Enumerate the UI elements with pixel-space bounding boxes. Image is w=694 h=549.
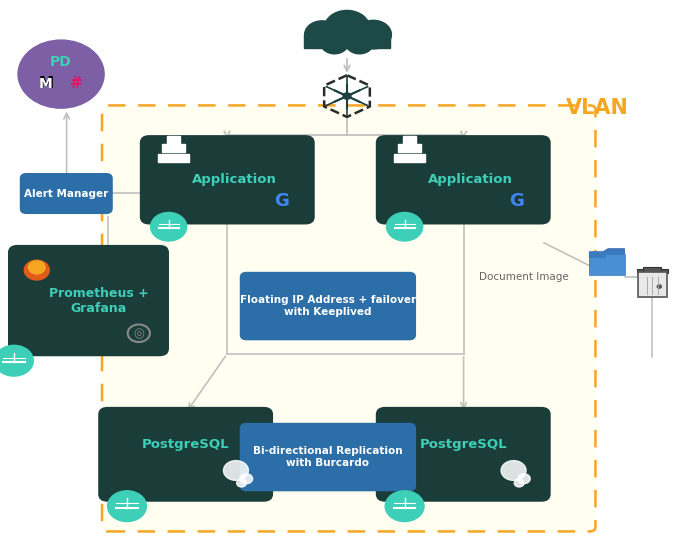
Bar [398,144,421,152]
Circle shape [518,474,530,484]
Circle shape [501,461,526,480]
Bar [643,267,661,273]
FancyBboxPatch shape [241,273,415,339]
Circle shape [346,32,373,54]
Bar [162,144,185,152]
FancyBboxPatch shape [638,272,667,297]
Circle shape [18,40,104,108]
Text: Application: Application [192,173,277,186]
Circle shape [223,461,248,480]
Bar [158,154,189,162]
FancyBboxPatch shape [377,408,550,501]
Circle shape [657,285,661,288]
FancyBboxPatch shape [304,34,390,48]
Text: #: # [70,76,83,92]
Circle shape [514,479,524,487]
Text: Floating IP Address + failover
with Keeplived: Floating IP Address + failover with Keep… [240,295,416,317]
Circle shape [355,20,391,49]
Text: PD: PD [50,55,72,69]
Circle shape [324,10,370,47]
Circle shape [305,21,339,48]
Circle shape [108,491,146,522]
Circle shape [28,261,45,274]
Text: G: G [509,193,525,210]
FancyBboxPatch shape [241,424,415,490]
Circle shape [343,93,351,99]
Text: Bi-directional Replication
with Burcardo: Bi-directional Replication with Burcardo [253,446,403,468]
Circle shape [385,491,424,522]
Text: ◎: ◎ [133,327,144,340]
Bar [167,136,180,144]
Text: Application: Application [428,173,513,186]
Text: M: M [38,76,53,92]
Circle shape [321,32,348,54]
FancyBboxPatch shape [99,408,272,501]
FancyBboxPatch shape [377,136,550,223]
Circle shape [237,479,246,487]
Text: M: M [39,77,53,91]
Circle shape [24,260,49,280]
Circle shape [151,212,187,241]
FancyBboxPatch shape [21,174,112,213]
FancyBboxPatch shape [589,254,625,275]
Text: VLAN: VLAN [566,98,629,118]
Text: G: G [273,193,289,210]
Text: Prometheus +
Grafana: Prometheus + Grafana [49,287,149,315]
Text: PostgreSQL: PostgreSQL [419,438,507,451]
Circle shape [387,212,423,241]
Text: Document Image: Document Image [479,272,569,282]
Text: Alert Manager: Alert Manager [24,188,108,199]
Circle shape [240,474,253,484]
FancyBboxPatch shape [589,251,606,257]
FancyBboxPatch shape [102,105,595,531]
FancyBboxPatch shape [9,246,168,355]
Bar [637,269,668,273]
Circle shape [0,345,33,376]
Bar [403,136,416,144]
Text: PostgreSQL: PostgreSQL [142,438,230,451]
FancyBboxPatch shape [141,136,314,223]
Bar [394,154,425,162]
Polygon shape [590,249,625,271]
